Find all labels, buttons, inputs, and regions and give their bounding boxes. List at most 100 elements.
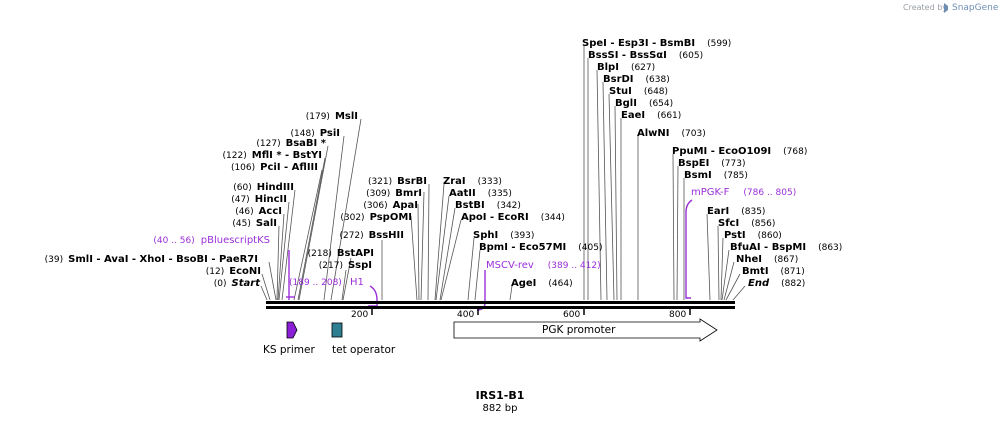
enzyme-name: SfcI bbox=[718, 218, 739, 229]
leader-agei bbox=[509, 285, 513, 301]
primer-name: pBluescriptKS bbox=[201, 235, 270, 246]
credit-brand: SnapGene bbox=[952, 3, 999, 13]
enzyme-position: (599) bbox=[707, 39, 731, 49]
enzyme-name: ApoI - EcoRI bbox=[461, 212, 529, 223]
enzyme-position: (405) bbox=[578, 243, 602, 253]
enzyme-position: (773) bbox=[721, 159, 745, 169]
enzyme-position: (661) bbox=[657, 111, 681, 121]
leader-apoi bbox=[440, 219, 462, 301]
leader-bsrdi bbox=[602, 81, 608, 301]
enzyme-name: SmlI - AvaI - XhoI - BsoBI - PaeR7I bbox=[68, 254, 258, 265]
enzyme-position: (867) bbox=[774, 255, 798, 265]
enzyme-position: (12) bbox=[206, 267, 224, 277]
primer-range: (389 .. 412) bbox=[548, 261, 601, 271]
enzyme-label: MflI * - BstYI (122) bbox=[223, 150, 322, 161]
leader-bspei bbox=[676, 165, 679, 301]
feature-label-tet-operator: tet operator bbox=[332, 344, 396, 356]
enzyme-label: PpuMI - EcoO109I (768) bbox=[672, 146, 807, 157]
enzyme-name: SphI bbox=[473, 230, 498, 241]
enzyme-position: (342) bbox=[497, 201, 521, 211]
leader-psppomi bbox=[410, 215, 418, 301]
primer-marker-h1 bbox=[368, 285, 378, 307]
enzyme-position: (703) bbox=[682, 129, 706, 139]
leader-sfci bbox=[717, 225, 720, 301]
ks-primer-arrow-icon bbox=[286, 321, 298, 339]
enzyme-position: (333) bbox=[478, 177, 502, 187]
enzyme-label: BssSI - BssSαI (605) bbox=[588, 50, 703, 61]
leader-smli bbox=[268, 261, 277, 301]
enzyme-position: (835) bbox=[741, 207, 765, 217]
leader-aatii bbox=[435, 195, 450, 301]
enzyme-label: MslI (179) bbox=[306, 111, 358, 122]
enzyme-position: (46) bbox=[235, 207, 253, 217]
enzyme-name: SalI bbox=[256, 218, 277, 229]
enzyme-position: (638) bbox=[646, 75, 670, 85]
enzyme-label: ApaI (306) bbox=[363, 200, 418, 211]
enzyme-name: ApaI bbox=[393, 200, 418, 211]
enzyme-name: BstBI bbox=[455, 200, 485, 211]
enzyme-position: (127) bbox=[256, 139, 280, 149]
enzyme-name: BglI bbox=[615, 98, 637, 109]
enzyme-label: PsiI (148) bbox=[291, 128, 340, 139]
feature-ks-primer: KS primer bbox=[263, 321, 315, 356]
enzyme-position: (344) bbox=[541, 213, 565, 223]
leader-acci bbox=[277, 213, 285, 301]
enzyme-label: SspI (217) bbox=[319, 260, 372, 271]
ruler-tick-600: 600 bbox=[563, 310, 580, 320]
enzyme-name: BsmI bbox=[684, 170, 712, 181]
enzyme-position: (45) bbox=[232, 219, 250, 229]
enzyme-position: (306) bbox=[363, 201, 387, 211]
enzyme-name: BmtI bbox=[742, 266, 769, 277]
primer-range: (189 .. 208) bbox=[289, 278, 342, 288]
enzyme-name: BfuAI - BspMI bbox=[730, 242, 806, 253]
enzyme-label: BmtI (871) bbox=[742, 266, 805, 277]
leader-bmri bbox=[420, 191, 425, 301]
enzyme-position: (605) bbox=[679, 51, 703, 61]
enzyme-label: BfuAI - BspMI (863) bbox=[730, 242, 842, 253]
enzyme-label: End (882) bbox=[748, 278, 805, 289]
ruler-tick-200: 200 bbox=[351, 310, 368, 320]
enzyme-name: End bbox=[748, 278, 770, 289]
enzyme-name: MflI * - BstYI bbox=[252, 150, 322, 161]
enzyme-label: BmrI (309) bbox=[366, 188, 422, 199]
enzyme-position: (106) bbox=[231, 163, 255, 173]
leader-hincii bbox=[278, 201, 290, 301]
leader-bfuai bbox=[721, 249, 730, 301]
enzyme-label: AgeI (464) bbox=[511, 278, 573, 289]
primer-name: MSCV-rev bbox=[486, 260, 534, 271]
enzyme-name: BsrDI bbox=[603, 74, 634, 85]
leader-bstapi bbox=[342, 257, 352, 301]
enzyme-position: (39) bbox=[45, 255, 63, 265]
enzyme-position: (179) bbox=[306, 112, 330, 122]
leader-hindiii bbox=[281, 189, 296, 301]
enzyme-label: EarI (835) bbox=[707, 206, 765, 217]
primer-label: MSCV-rev (389 .. 412) bbox=[486, 260, 601, 271]
leader-end bbox=[732, 285, 746, 301]
enzyme-position: (871) bbox=[781, 267, 805, 277]
leader-sali bbox=[276, 225, 280, 301]
primer-labels: pBluescriptKS (40 .. 56) H1 (189 .. 208) MSC… bbox=[153, 187, 796, 288]
enzyme-position: (882) bbox=[781, 279, 805, 289]
enzyme-label: StuI (648) bbox=[609, 86, 668, 97]
enzyme-name: AccI bbox=[259, 206, 282, 217]
enzyme-label: BsaBI * (127) bbox=[256, 138, 326, 149]
primer-label: mPGK-F (786 .. 805) bbox=[691, 187, 796, 198]
leader-bpmi bbox=[474, 249, 481, 301]
leader-econi bbox=[261, 273, 271, 301]
enzyme-name: EcoNI bbox=[229, 266, 261, 277]
enzyme-name: HincII bbox=[255, 194, 287, 205]
enzyme-name: MslI bbox=[335, 111, 358, 122]
ruler: 200 400 600 800 bbox=[351, 308, 691, 320]
enzyme-position: (627) bbox=[631, 63, 655, 73]
enzyme-name: SspI bbox=[348, 260, 372, 271]
leader-bgli bbox=[614, 105, 618, 301]
enzyme-position: (0) bbox=[214, 279, 227, 289]
dna-backbone bbox=[266, 301, 735, 309]
enzyme-position: (47) bbox=[231, 195, 249, 205]
enzyme-name: PciI - AflIII bbox=[260, 162, 318, 173]
enzyme-label: HindIII (60) bbox=[233, 182, 294, 193]
enzyme-label: SalI (45) bbox=[232, 218, 277, 229]
enzyme-label: BspEI (773) bbox=[678, 158, 746, 169]
ruler-tick-400: 400 bbox=[457, 310, 474, 320]
enzyme-label: HincII (47) bbox=[231, 194, 287, 205]
